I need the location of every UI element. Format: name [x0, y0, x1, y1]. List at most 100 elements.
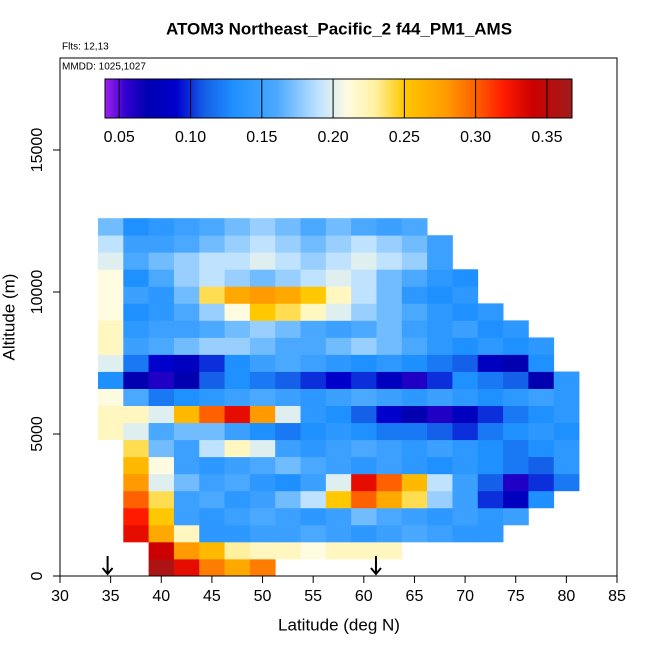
heatmap-cell — [503, 354, 529, 372]
marker-arrow — [101, 556, 114, 576]
heatmap-cell — [477, 524, 504, 543]
colorbar-tick-label: 0.15 — [246, 129, 277, 146]
heatmap-cell — [325, 422, 352, 441]
annotation: MMDD: 1025,1027 — [62, 62, 146, 73]
heatmap-cell — [427, 303, 453, 321]
heatmap-cell — [300, 524, 327, 543]
heatmap-cell — [427, 524, 453, 543]
heatmap-cell — [503, 388, 529, 407]
heatmap-cell — [275, 524, 301, 543]
heatmap-cell — [477, 507, 504, 526]
heatmap-cell — [376, 405, 403, 424]
heatmap-cell — [401, 422, 428, 441]
heatmap-cell — [199, 405, 225, 424]
heatmap-cell — [148, 507, 175, 526]
heatmap-cell — [553, 422, 580, 441]
heatmap-cell — [325, 286, 352, 304]
heatmap-cell — [351, 541, 377, 560]
y-tick-label: 10000 — [29, 270, 46, 315]
heatmap-cell — [376, 286, 403, 304]
heatmap-cell — [503, 371, 529, 389]
heatmap-cell — [249, 541, 276, 560]
heatmap-cell — [325, 235, 352, 253]
heatmap-cell — [427, 252, 453, 270]
heatmap-cell — [97, 422, 124, 441]
heatmap-cell — [173, 218, 200, 236]
heatmap-cell — [376, 218, 403, 236]
heatmap-cell — [275, 541, 301, 560]
heatmap-cell — [351, 320, 377, 338]
heatmap-cell — [123, 490, 150, 509]
heatmap-cell — [401, 235, 428, 253]
heatmap-cell — [503, 473, 529, 492]
heatmap-cell — [173, 405, 200, 424]
heatmap-cell — [427, 507, 453, 526]
heatmap-cell — [376, 541, 403, 560]
heatmap-cell — [325, 252, 352, 270]
heatmap-cell — [275, 218, 301, 236]
heatmap-cell — [275, 235, 301, 253]
heatmap-cell — [123, 524, 150, 543]
heatmap-cell — [477, 456, 504, 475]
heatmap-cell — [528, 388, 555, 407]
heatmap-cell — [376, 439, 403, 458]
heatmap-cell — [275, 439, 301, 458]
heatmap-cell — [325, 541, 352, 560]
heatmap-cell — [351, 507, 377, 526]
heatmap-cell — [173, 320, 200, 338]
heatmap-cell — [275, 252, 301, 270]
heatmap-cell — [249, 337, 276, 355]
heatmap-cell — [477, 320, 504, 338]
y-tick-label: 5000 — [29, 416, 46, 452]
heatmap-cell — [401, 473, 428, 492]
heatmap-cell — [325, 371, 352, 389]
heatmap-cell — [401, 524, 428, 543]
heatmap-cell — [351, 388, 377, 407]
x-tick-label: 65 — [406, 588, 424, 605]
heatmap-cell — [427, 422, 453, 441]
heatmap-cell — [401, 269, 428, 287]
heatmap-cell — [224, 473, 251, 492]
heatmap-cell — [477, 388, 504, 407]
heatmap-cell — [376, 473, 403, 492]
heatmap-cell — [300, 286, 327, 304]
heatmap-cell — [224, 524, 251, 543]
heatmap-cell — [351, 456, 377, 475]
heatmap-cell — [477, 303, 504, 321]
heatmap-cell — [325, 337, 352, 355]
heatmap-cell — [325, 218, 352, 236]
heatmap-cell — [173, 337, 200, 355]
heatmap-cell — [199, 252, 225, 270]
heatmap-cell — [325, 405, 352, 424]
heatmap-cell — [249, 252, 276, 270]
heatmap-cell — [199, 388, 225, 407]
heatmap-cell — [401, 439, 428, 458]
heatmap-cell — [199, 524, 225, 543]
heatmap-cell — [376, 320, 403, 338]
heatmap-cell — [275, 490, 301, 509]
heatmap-cell — [97, 371, 124, 389]
heatmap-cell — [148, 524, 175, 543]
heatmap-cell — [97, 252, 124, 270]
heatmap-cell — [427, 286, 453, 304]
heatmap-cell — [249, 371, 276, 389]
heatmap-cell — [553, 371, 580, 389]
heatmap-cell — [97, 218, 124, 236]
heatmap-cell — [148, 541, 175, 560]
heatmap-cell — [351, 473, 377, 492]
heatmap-cell — [275, 371, 301, 389]
heatmap-cell — [477, 371, 504, 389]
heatmap-cell — [224, 337, 251, 355]
heatmap-cell — [376, 269, 403, 287]
heatmap-cell — [199, 337, 225, 355]
heatmap-cell — [427, 371, 453, 389]
heatmap-cell — [249, 456, 276, 475]
heatmap-cell — [477, 337, 504, 355]
heatmap-cell — [199, 558, 225, 577]
heatmap-cell — [427, 337, 453, 355]
heatmap-cell — [300, 490, 327, 509]
heatmap-cell — [351, 371, 377, 389]
heatmap-cell — [173, 524, 200, 543]
heatmap-cell — [351, 405, 377, 424]
heatmap-cell — [477, 490, 504, 509]
